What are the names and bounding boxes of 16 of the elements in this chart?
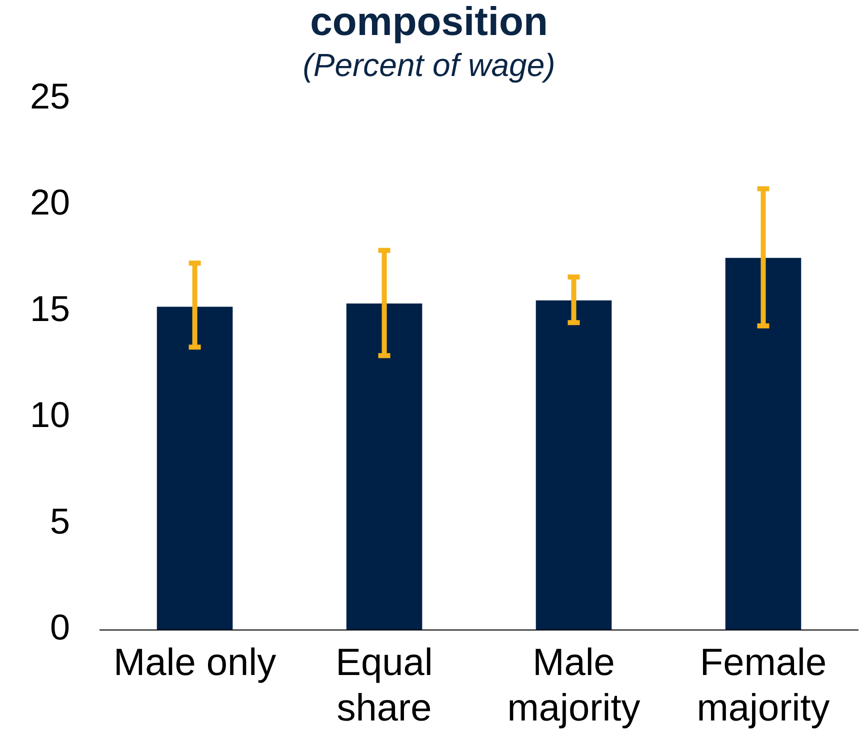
bar	[536, 300, 612, 630]
x-tick-label: Female majority	[696, 642, 830, 730]
y-tick-label: 10	[30, 394, 70, 436]
y-tick-label: 25	[30, 75, 70, 116]
x-tick-label: Equal share	[336, 642, 433, 730]
bar	[725, 258, 802, 630]
x-tick-label: Male only	[113, 642, 276, 684]
x-tick-label: Male majority	[507, 642, 640, 730]
y-tick-label: 15	[30, 288, 70, 329]
bar	[156, 306, 233, 630]
chart-title: composition	[310, 0, 548, 44]
y-tick-label: 0	[50, 606, 70, 648]
chart-subtitle: (Percent of wage)	[302, 47, 556, 84]
y-tick-label: 20	[30, 182, 70, 223]
bar	[346, 304, 422, 630]
y-tick-label: 5	[50, 500, 70, 542]
